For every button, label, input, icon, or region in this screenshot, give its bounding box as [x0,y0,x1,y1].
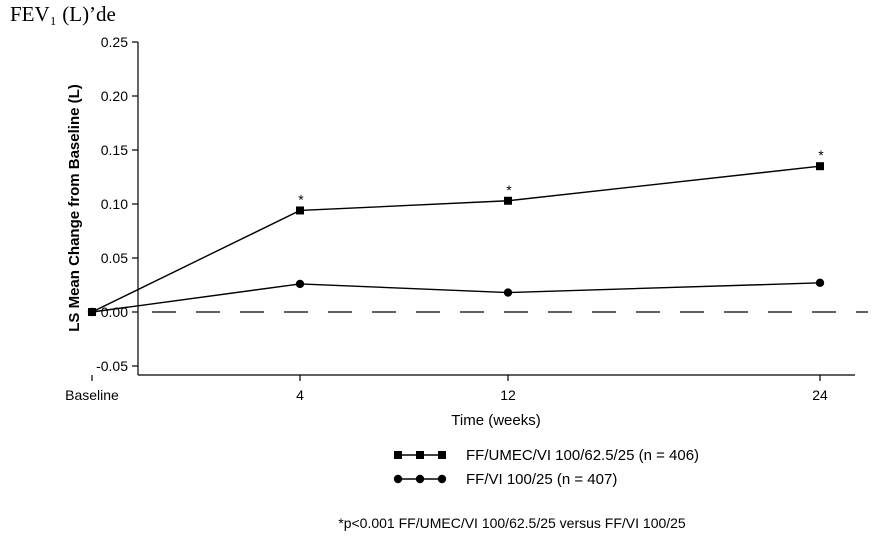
y-tick-label: -0.05 [96,358,128,374]
data-point-circle [815,278,825,288]
significance-star: * [506,182,512,198]
series-layer: * * * [87,147,825,317]
legend-marker-square [438,451,446,459]
x-tick-label: 24 [812,387,828,403]
legend-marker-square [416,451,424,459]
legend-marker-circle [393,474,403,484]
footnote: *p<0.001 FF/UMEC/VI 100/62.5/25 versus F… [338,515,686,531]
series-line [91,165,821,313]
series-ff-vi [87,278,825,317]
page-title: FEV₁ (L)’de [10,2,116,26]
y-tick-label: 0.20 [101,88,128,104]
legend-label: FF/VI 100/25 (n = 407) [466,471,617,488]
y-tick-label: 0.10 [101,196,128,212]
data-point-circle [295,279,305,289]
legend-item: FF/UMEC/VI 100/62.5/25 (n = 406) [394,447,699,464]
x-tick-label: 12 [500,387,516,403]
legend-label: FF/UMEC/VI 100/62.5/25 (n = 406) [466,447,699,464]
legend: FF/UMEC/VI 100/62.5/25 (n = 406) FF/VI 10… [393,447,699,488]
series-ff-umec-vi: * * * [88,147,824,316]
data-point-circle [87,307,97,317]
y-tick-label: 0.25 [101,34,128,50]
legend-marker-circle [415,474,425,484]
x-tick-label: Baseline [65,387,119,403]
data-point-circle [503,288,513,297]
series-line [91,282,821,313]
data-point-square [816,162,824,171]
significance-star: * [818,147,824,163]
y-ticks: 0.250.200.150.100.050.00-0.05 [96,34,138,374]
legend-marker-square [394,451,402,459]
legend-item: FF/VI 100/25 (n = 407) [393,471,617,488]
data-point-square [296,206,304,215]
y-tick-label: 0.05 [101,250,128,266]
y-tick-label: 0.15 [101,142,128,158]
x-tick-label: 4 [296,387,304,403]
data-point-square [504,196,512,205]
x-axis-title: Time (weeks) [451,412,540,429]
x-ticks: Baseline 4 12 24 [65,375,828,403]
y-axis-title: LS Mean Change from Baseline (L) [66,84,83,332]
legend-marker-circle [437,474,447,484]
significance-star: * [298,191,304,207]
